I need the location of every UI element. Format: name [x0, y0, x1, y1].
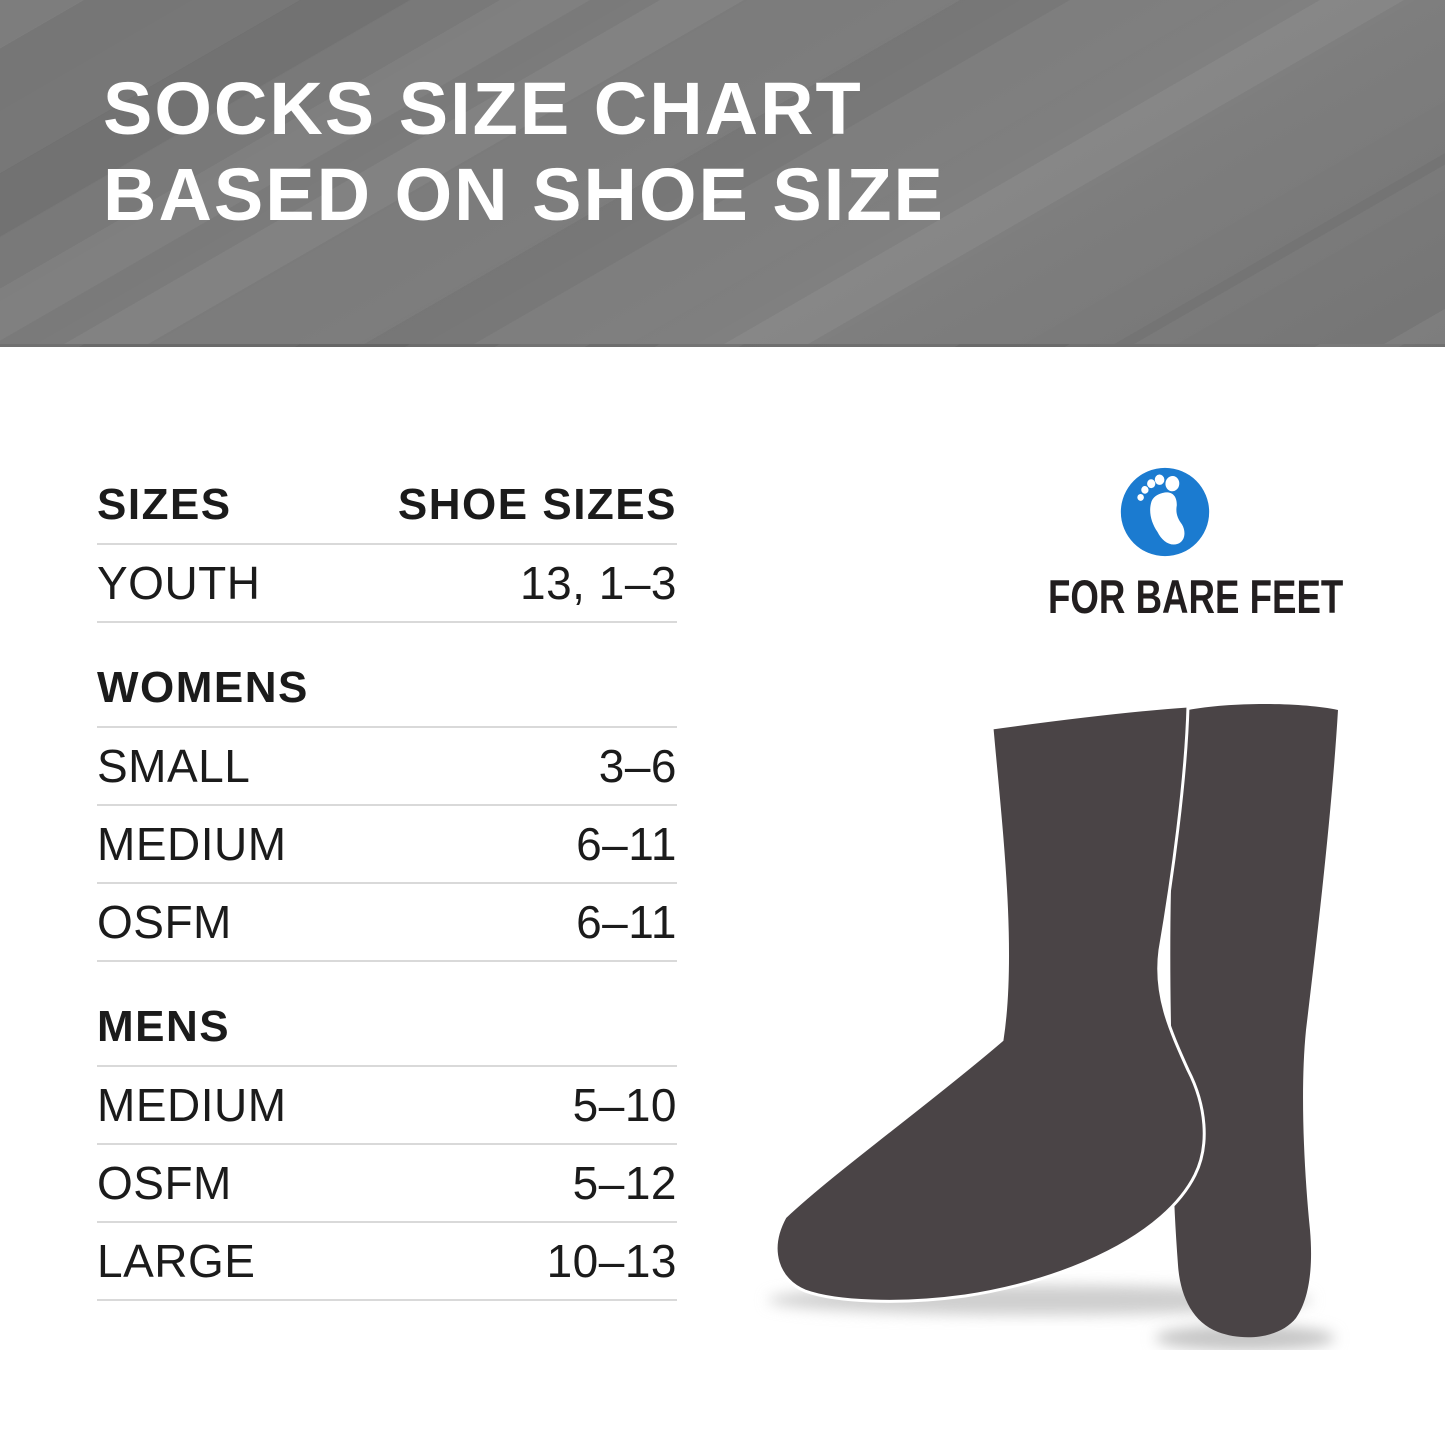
table-row-youth: YOUTH 13, 1–3	[97, 545, 677, 623]
table-row-mens-osfm: OSFM 5–12	[97, 1145, 677, 1223]
page-title: SOCKS SIZE CHART BASED ON SHOE SIZE	[103, 66, 945, 238]
column-header-sizes: SIZES	[97, 480, 232, 529]
section-heading-mens: MENS	[97, 989, 677, 1067]
header-banner: SOCKS SIZE CHART BASED ON SHOE SIZE	[0, 0, 1445, 347]
column-header-shoe-sizes: SHOE SIZES	[397, 480, 677, 529]
right-sock	[1170, 704, 1338, 1338]
section-heading-womens: WOMENS	[97, 650, 677, 728]
socks-pair-graphic	[768, 704, 1338, 1351]
page-title-line2: BASED ON SHOE SIZE	[103, 153, 945, 236]
right-sock-shadow	[1155, 1325, 1335, 1351]
shoe-size-cell: 5–12	[572, 1157, 677, 1209]
size-cell: OSFM	[97, 896, 232, 948]
left-sock	[774, 704, 1206, 1303]
shoe-size-cell: 6–11	[576, 896, 677, 948]
size-cell: MEDIUM	[97, 1079, 287, 1131]
size-cell: SMALL	[97, 740, 251, 792]
brand-logo-badge	[1117, 464, 1213, 560]
size-cell: LARGE	[97, 1235, 256, 1287]
table-header-row: SIZES SHOE SIZES	[97, 467, 677, 545]
table-row-womens-small: SMALL 3–6	[97, 728, 677, 806]
section-heading-label: MENS	[97, 1002, 231, 1051]
page-title-line1: SOCKS SIZE CHART	[103, 67, 863, 150]
shoe-size-cell: 13, 1–3	[520, 557, 677, 609]
shoe-size-cell: 6–11	[576, 818, 677, 870]
shoe-size-cell: 10–13	[546, 1235, 677, 1287]
shoe-size-cell: 5–10	[572, 1079, 677, 1131]
size-cell: OSFM	[97, 1157, 232, 1209]
shoe-size-cell: 3–6	[598, 740, 677, 792]
section-heading-label: WOMENS	[97, 663, 309, 712]
table-row-womens-medium: MEDIUM 6–11	[97, 806, 677, 884]
table-row-womens-osfm: OSFM 6–11	[97, 884, 677, 962]
size-cell: MEDIUM	[97, 818, 287, 870]
socks-illustration	[740, 650, 1445, 1351]
footprint-icon	[1120, 467, 1210, 557]
brand-name: FOR BARE FEET	[1048, 570, 1344, 623]
size-table: SIZES SHOE SIZES YOUTH 13, 1–3 WOMENS SM…	[97, 467, 677, 1301]
table-row-mens-large: LARGE 10–13	[97, 1223, 677, 1301]
table-row-mens-medium: MEDIUM 5–10	[97, 1067, 677, 1145]
size-cell: YOUTH	[97, 557, 261, 609]
